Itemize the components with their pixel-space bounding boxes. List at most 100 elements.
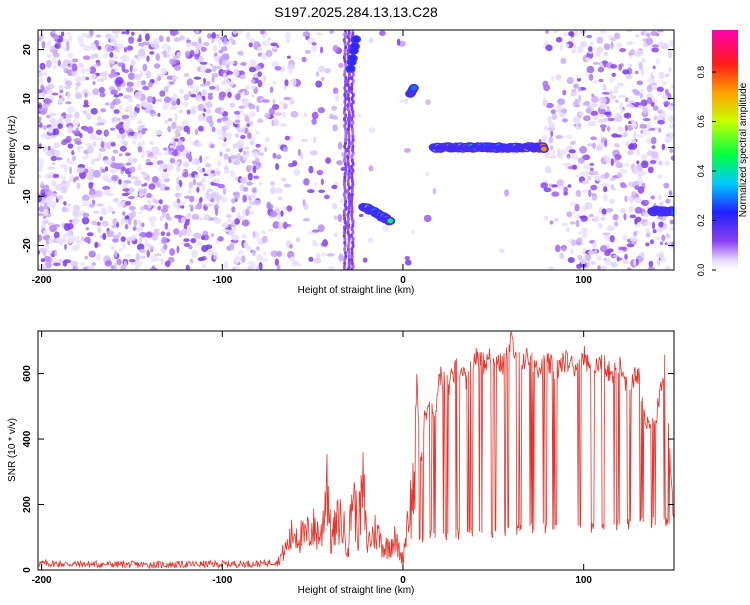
heatmap-cell (657, 119, 665, 125)
heatmap-cell (584, 100, 591, 106)
heatmap-cell (597, 118, 606, 124)
heatmap-cell (88, 166, 92, 174)
heatmap-cell (78, 63, 85, 68)
heatmap-cell (140, 171, 146, 175)
heatmap-cell (79, 133, 83, 139)
heatmap-cell (304, 49, 311, 54)
heatmap-cell (568, 31, 574, 37)
heatmap-cell (618, 64, 623, 71)
heatmap-cell (94, 158, 100, 162)
heatmap-cell (183, 125, 190, 133)
heatmap-cell (118, 105, 124, 110)
colorbar-tick-label: 0.8 (696, 66, 706, 79)
heatmap-cell (563, 186, 568, 194)
heatmap-cell (270, 42, 278, 47)
heatmap-cell (282, 103, 288, 110)
heatmap-cell (53, 52, 60, 58)
heatmap-cell (633, 231, 637, 237)
heatmap-cell (616, 172, 623, 178)
heatmap-cell (343, 30, 347, 33)
heatmap-cell (149, 109, 156, 114)
heatmap-cell (128, 196, 135, 200)
heatmap-cell (593, 115, 598, 121)
heatmap-cell (127, 72, 135, 81)
heatmap-cell (269, 186, 276, 195)
heatmap-cell (138, 42, 145, 47)
heatmap-cell (599, 102, 608, 110)
heatmap-cell (182, 101, 189, 107)
heatmap-cell (112, 238, 119, 243)
heatmap-cell (75, 127, 79, 131)
heatmap-cell (96, 254, 101, 261)
heatmap-cell (67, 106, 75, 114)
heatmap-cell (112, 218, 118, 225)
heatmap-cell (588, 46, 593, 52)
heatmap-cell (238, 105, 246, 109)
heatmap-cell (157, 205, 161, 211)
heatmap-cell (226, 60, 235, 65)
heatmap-cell (264, 112, 271, 119)
heatmap-cell (331, 115, 339, 120)
heatmap-cell (664, 265, 671, 270)
heatmap-cell (203, 41, 210, 47)
heatmap-cell (45, 99, 53, 104)
heatmap-cell (250, 79, 256, 84)
heatmap-cell (577, 157, 585, 164)
heatmap-cell (119, 145, 127, 152)
heatmap-cell (606, 105, 611, 112)
heatmap-cell (644, 227, 650, 233)
heatmap-cell (196, 186, 200, 193)
heatmap-cell (338, 253, 344, 262)
heatmap-cell (253, 175, 259, 180)
heatmap-cell (347, 30, 351, 33)
heatmap-cell (38, 124, 43, 128)
heatmap-cell (604, 250, 611, 257)
heatmap-cell (126, 236, 134, 242)
heatmap-cell (60, 175, 67, 181)
heatmap-cell (155, 199, 159, 205)
heatmap-cell (133, 131, 139, 140)
heatmap-cell (167, 125, 172, 133)
heatmap-cell (656, 226, 664, 233)
heatmap-cell (432, 188, 437, 195)
heatmap-cell (235, 119, 241, 123)
heatmap-cell (588, 170, 596, 176)
heatmap-cell (244, 127, 249, 134)
heatmap-cell (174, 30, 179, 35)
heatmap-cell (76, 167, 85, 174)
heatmap-cell (87, 145, 94, 154)
heatmap-cell (124, 179, 132, 184)
heatmap-cell (557, 148, 561, 154)
heatmap-cell (581, 180, 590, 185)
heatmap-cell (624, 253, 628, 260)
heatmap-cell (615, 134, 623, 138)
heatmap-cell (262, 40, 270, 47)
heatmap-cell (617, 250, 625, 254)
heatmap-cell (589, 214, 594, 218)
heatmap-feature-cell (349, 55, 356, 61)
heatmap-cell (247, 132, 252, 139)
heatmap-cell (49, 225, 57, 233)
heatmap-cell (655, 57, 660, 65)
heatmap-cell (132, 68, 138, 72)
heatmap-cell (160, 67, 168, 75)
heatmap-cell (121, 31, 126, 35)
heatmap-cell (84, 76, 90, 81)
heatmap-cell (65, 232, 72, 237)
heatmap-cell (641, 31, 645, 36)
heatmap-cell (38, 165, 43, 172)
heatmap-cell (405, 259, 412, 266)
heatmap-cell (627, 63, 633, 69)
heatmap-marks (38, 30, 674, 270)
heatmap-cell (144, 231, 153, 238)
heatmap-cell (244, 115, 250, 122)
heatmap-cell (146, 200, 152, 204)
heatmap-cell (302, 217, 310, 222)
heatmap-cell (272, 80, 277, 85)
y-tick-label: 200 (22, 496, 33, 513)
heatmap-cell (201, 176, 206, 183)
heatmap-cell (122, 211, 126, 216)
heatmap-cell (154, 63, 161, 69)
heatmap-cell (185, 50, 190, 58)
